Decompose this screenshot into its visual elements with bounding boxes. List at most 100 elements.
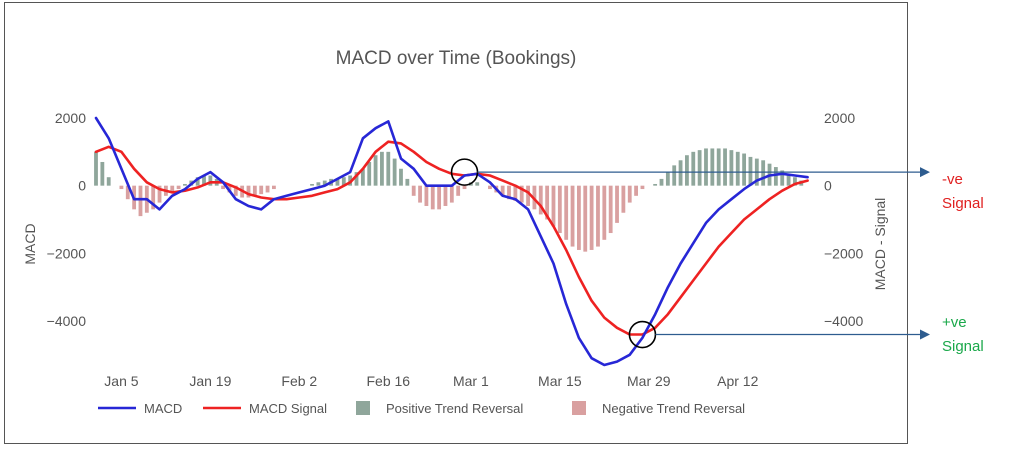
negative-reversal-bar: [176, 185, 181, 190]
positive-reversal-bar: [748, 156, 753, 186]
positive-reversal-bar: [697, 150, 702, 186]
positive-reversal-bar: [310, 183, 314, 186]
negative-reversal-bar: [557, 185, 562, 234]
legend-swatch: [356, 401, 370, 415]
chart-title: MACD over Time (Bookings): [336, 48, 577, 69]
negative-reversal-bar: [424, 185, 429, 206]
negative-reversal-bar: [456, 185, 461, 196]
y-tick-label-right: −4000: [824, 313, 864, 329]
negative-reversal-bar: [551, 185, 556, 227]
negative-reversal-bar: [449, 185, 454, 203]
negative-reversal-bar: [151, 185, 156, 210]
positive-reversal-bar: [316, 182, 321, 186]
positive-reversal-bar: [729, 150, 734, 186]
negative-reversal-bar: [418, 185, 422, 203]
macd-line: [94, 116, 809, 367]
y-tick-label-left: 2000: [55, 110, 86, 126]
chart-frame: [4, 2, 908, 444]
positive-reversal-bar: [322, 180, 327, 186]
negative-reversal-bar: [545, 185, 550, 220]
negative-reversal-bar: [437, 185, 442, 210]
x-tick-label: Mar 29: [627, 373, 671, 389]
negative-reversal-bar: [627, 185, 632, 203]
negative-reversal-bar: [570, 185, 575, 247]
negative-reversal-bar: [608, 185, 613, 234]
x-tick-label: Mar 1: [453, 373, 489, 389]
negative-reversal-bar: [246, 185, 251, 198]
negative-reversal-bar: [640, 185, 645, 190]
positive-reversal-bar: [786, 173, 791, 186]
positive-reversal-bar: [208, 175, 213, 186]
positive-reversal-bar: [685, 155, 689, 186]
y-ticks-left: 2000 0 −2000 −4000: [47, 110, 87, 329]
negative-reversal-bar: [526, 185, 530, 206]
neg-signal-label: -ve: [942, 171, 963, 188]
negative-reversal-bar: [621, 185, 626, 213]
y-axis-label-right: MACD - Signal: [872, 198, 888, 291]
positive-reversal-bar: [773, 167, 778, 186]
positive-reversal-bar: [399, 168, 403, 186]
positive-reversal-bar: [653, 183, 658, 186]
positive-reversal-bar: [94, 151, 98, 186]
pos-signal-label: +ve: [942, 314, 967, 331]
x-tick-label: Feb 16: [366, 373, 410, 389]
positive-reversal-bar: [380, 151, 384, 186]
x-tick-label: Feb 2: [281, 373, 317, 389]
positive-reversal-bar: [100, 161, 105, 186]
negative-reversal-bar: [252, 185, 257, 196]
legend-label: MACD: [144, 401, 182, 416]
positive-reversal-bar: [354, 172, 359, 186]
positive-reversal-bar: [793, 177, 797, 186]
y-tick-label-left: −2000: [47, 245, 87, 261]
negative-reversal-bar: [564, 185, 569, 240]
negative-reversal-bar: [259, 185, 264, 195]
negative-reversal-bar: [583, 185, 588, 252]
negative-reversal-bar: [138, 185, 143, 217]
x-tick-label: Jan 19: [189, 373, 231, 389]
pos-signal-label: Signal: [942, 338, 984, 355]
legend-label: MACD Signal: [249, 401, 327, 416]
negative-reversal-bar: [615, 185, 619, 223]
x-ticks: Jan 5 Jan 19 Feb 2 Feb 16 Mar 1 Mar 15 Mar 29 A…: [104, 373, 758, 389]
negative-reversal-bar: [265, 185, 270, 193]
positive-reversal-bar: [665, 172, 670, 186]
positive-reversal-bar: [735, 151, 740, 186]
negative-reversal-bar: [513, 185, 518, 201]
y-axis-label-left: MACD: [22, 223, 38, 264]
y-tick-label-right: 0: [824, 178, 832, 194]
negative-reversal-bar: [221, 185, 225, 190]
negative-reversal-bar: [488, 185, 492, 190]
positive-reversal-bar: [360, 168, 365, 186]
positive-reversal-bar: [373, 155, 378, 186]
negative-reversal-bar: [462, 185, 467, 190]
positive-reversal-bar: [183, 183, 187, 186]
negative-reversal-bar: [125, 185, 130, 200]
legend-swatch: [572, 401, 586, 415]
negative-reversal-bar: [443, 185, 448, 206]
positive-reversal-bar: [367, 161, 372, 186]
negative-reversal-bar: [596, 185, 600, 247]
positive-reversal-bar: [202, 175, 206, 186]
negative-reversal-bar: [538, 185, 543, 215]
negative-reversal-bar: [170, 185, 175, 193]
legend-label: Negative Trend Reversal: [602, 401, 745, 416]
positive-reversal-bar: [106, 177, 111, 186]
positive-reversal-bar: [386, 151, 391, 186]
positive-reversal-bar: [405, 178, 410, 186]
neg-signal-label: Signal: [942, 195, 984, 212]
positive-reversal-bar: [704, 148, 708, 186]
positive-reversal-bar: [659, 178, 664, 186]
positive-reversal-bar: [678, 160, 683, 186]
positive-reversal-bar: [761, 160, 766, 186]
positive-reversal-bar: [710, 148, 715, 186]
negative-reversal-bar: [634, 185, 638, 196]
positive-reversal-bar: [475, 182, 480, 186]
negative-reversal-bar: [507, 185, 511, 200]
positive-reversal-bar: [716, 148, 721, 186]
legend: MACD MACD Signal Positive Trend Reversal Ne…: [98, 401, 745, 416]
negative-reversal-bar: [500, 185, 505, 196]
negative-reversal-bar: [157, 185, 162, 203]
positive-reversal-bar: [780, 170, 785, 186]
positive-reversal-bar: [341, 177, 346, 186]
positive-reversal-bar: [195, 177, 200, 186]
